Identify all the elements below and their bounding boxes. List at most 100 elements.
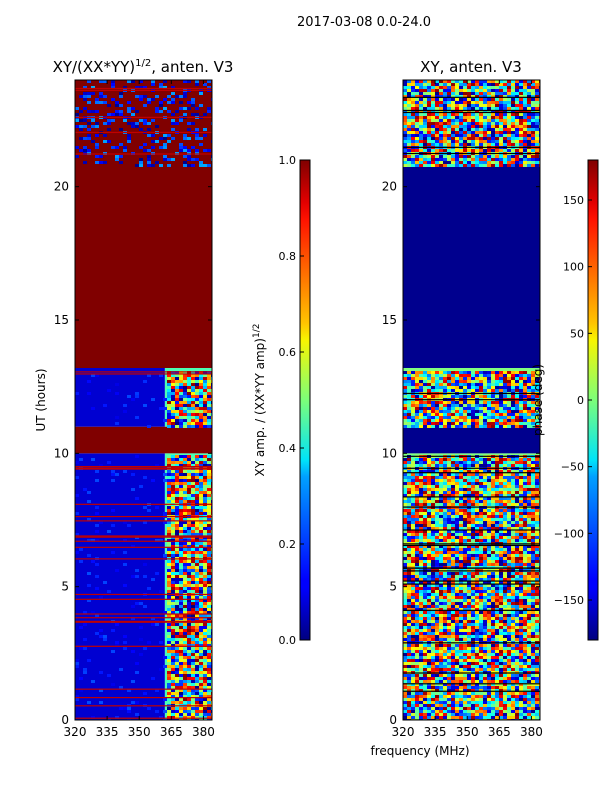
left-heatmap-cell: [207, 581, 211, 584]
right-heatmap-cell: [403, 500, 407, 503]
right-heatmap-cell: [511, 119, 515, 122]
left-heatmap-flag-line: [75, 371, 212, 373]
left-heatmap-cell: [127, 80, 131, 83]
right-heatmap-cell: [443, 80, 447, 83]
right-heatmap-cell: [443, 482, 447, 485]
left-heatmap-cell: [179, 413, 183, 416]
right-heatmap-cell: [499, 488, 503, 491]
right-heatmap-cell: [491, 395, 495, 398]
left-heatmap-cell: [207, 647, 211, 650]
left-heatmap-flag-line: [75, 467, 212, 469]
right-heatmap-cell: [503, 503, 507, 506]
right-heatmap-cell: [451, 476, 455, 479]
right-heatmap-cell: [479, 83, 483, 86]
left-heatmap-cell: [91, 407, 95, 410]
right-heatmap-cell: [439, 116, 443, 119]
right-heatmap-cell: [507, 125, 511, 128]
right-heatmap-cell: [471, 140, 475, 143]
right-heatmap-cell: [431, 104, 435, 107]
right-heatmap-cell: [487, 407, 491, 410]
left-heatmap-cell: [191, 587, 195, 590]
left-heatmap-cell: [203, 581, 207, 584]
right-heatmap-cell: [451, 410, 455, 413]
right-heatmap-cell: [467, 98, 471, 101]
left-y-tick-label: 5: [61, 580, 69, 594]
right-heatmap-cell: [523, 464, 527, 467]
left-heatmap-cell: [203, 476, 207, 479]
right-heatmap-cell: [519, 113, 523, 116]
left-heatmap-cell: [147, 83, 151, 86]
left-heatmap-cell: [179, 377, 183, 380]
right-heatmap-cell: [519, 425, 523, 428]
left-heatmap-cell: [187, 401, 191, 404]
right-heatmap-cell: [423, 491, 427, 494]
left-heatmap-cell: [163, 134, 167, 137]
left-heatmap-cell: [179, 533, 183, 536]
right-heatmap-cell: [471, 473, 475, 476]
right-heatmap-cell: [511, 422, 515, 425]
left-heatmap-cell: [187, 500, 191, 503]
right-heatmap-cell: [467, 119, 471, 122]
left-heatmap-cell: [103, 146, 107, 149]
right-heatmap-cell: [403, 515, 407, 518]
right-heatmap-cell: [463, 389, 467, 392]
right-heatmap-cell: [435, 410, 439, 413]
left-heatmap-cell: [143, 92, 147, 95]
right-heatmap-cell: [503, 119, 507, 122]
right-heatmap-cell: [467, 416, 471, 419]
left-heatmap-cell: [147, 128, 151, 131]
left-heatmap-cell: [115, 113, 119, 116]
right-heatmap-cell: [483, 485, 487, 488]
right-heatmap-cell: [519, 413, 523, 416]
left-heatmap-cell: [183, 92, 187, 95]
left-heatmap-cell: [199, 668, 203, 671]
right-heatmap-cell: [515, 404, 519, 407]
right-heatmap-cell: [523, 131, 527, 134]
left-heatmap-cell: [115, 155, 119, 158]
right-heatmap-cell: [527, 161, 531, 164]
right-heatmap-cell: [439, 92, 443, 95]
right-heatmap-cell: [535, 155, 539, 158]
left-heatmap-cell: [79, 560, 83, 563]
left-heatmap-cell: [155, 164, 159, 167]
right-heatmap-cell: [507, 383, 511, 386]
left-heatmap-cell: [187, 479, 191, 482]
right-heatmap-cell: [467, 107, 471, 110]
right-heatmap-cell: [535, 107, 539, 110]
right-heatmap-cell: [431, 161, 435, 164]
left-heatmap-cell: [199, 479, 203, 482]
right-heatmap-cell: [463, 458, 467, 461]
right-heatmap-cell: [419, 155, 423, 158]
right-heatmap-cell: [419, 461, 423, 464]
right-heatmap-cell: [519, 92, 523, 95]
right-heatmap-cell: [431, 461, 435, 464]
right-heatmap-cell: [451, 131, 455, 134]
left-heatmap-cell: [195, 80, 199, 83]
left-heatmap-cell: [167, 413, 171, 416]
right-heatmap-cell: [455, 113, 459, 116]
left-heatmap-cell: [187, 101, 191, 104]
left-heatmap-cell: [123, 122, 127, 125]
left-heatmap-cell: [131, 701, 135, 704]
left-heatmap-cell: [103, 113, 107, 116]
right-heatmap-cell: [471, 485, 475, 488]
left-heatmap-cell: [207, 656, 211, 659]
right-heatmap-cell: [443, 476, 447, 479]
right-heatmap-cell: [487, 503, 491, 506]
right-heatmap-cell: [479, 389, 483, 392]
right-heatmap-cell: [503, 512, 507, 515]
left-heatmap-cell: [131, 104, 135, 107]
right-heatmap-cell: [471, 404, 475, 407]
left-heatmap-cell: [167, 695, 171, 698]
right-heatmap-cell: [451, 413, 455, 416]
left-heatmap-cell: [167, 458, 171, 461]
left-heatmap-cell: [183, 155, 187, 158]
left-heatmap-cell: [199, 392, 203, 395]
left-heatmap-cell: [207, 392, 211, 395]
left-heatmap-cell: [167, 677, 171, 680]
left-heatmap-cell: [143, 101, 147, 104]
left-heatmap-cell: [127, 83, 131, 86]
left-heatmap-cell: [115, 392, 119, 395]
left-heatmap-cell: [167, 662, 171, 665]
left-heatmap-cell: [75, 137, 79, 140]
